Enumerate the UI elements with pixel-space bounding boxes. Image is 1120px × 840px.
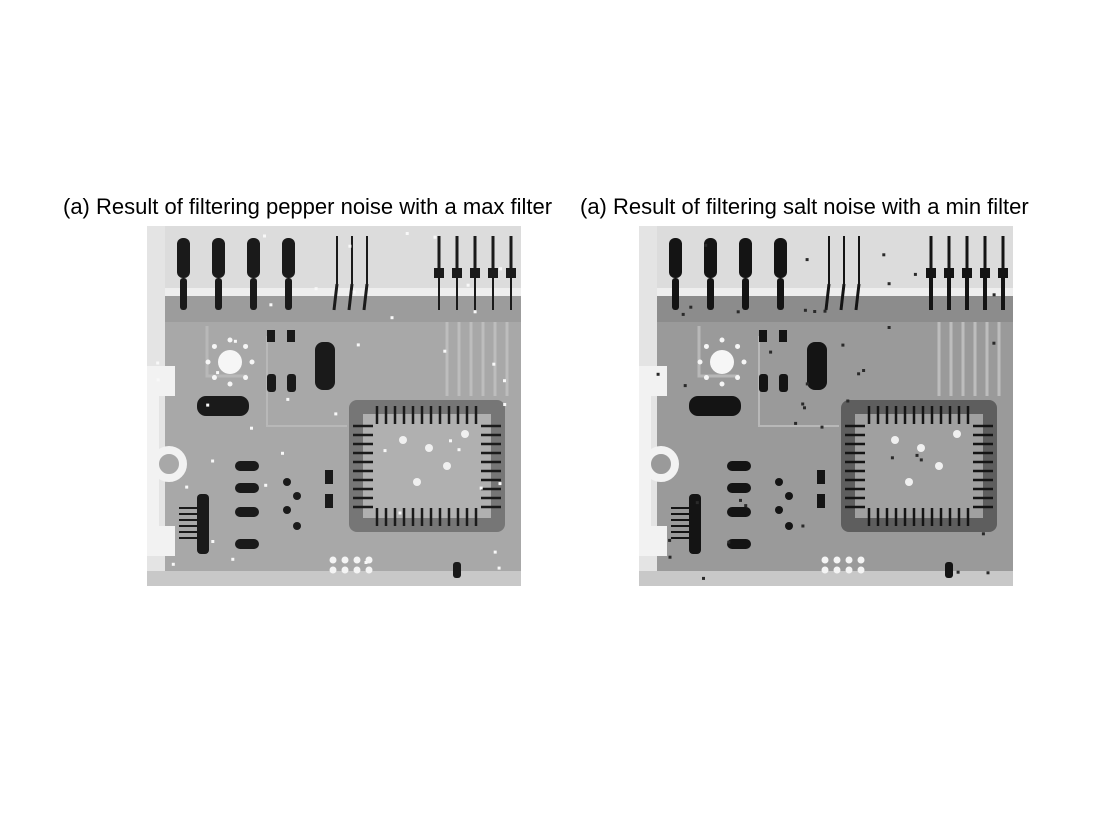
circuit-board-image — [147, 226, 521, 586]
circuit-board-image — [639, 226, 1013, 586]
panel-a-image — [147, 226, 521, 586]
panel-a-title: (a) Result of filtering pepper noise wit… — [63, 194, 553, 219]
panel-b-image — [639, 226, 1013, 586]
panel-b-title: (a) Result of filtering salt noise with … — [580, 194, 1029, 219]
